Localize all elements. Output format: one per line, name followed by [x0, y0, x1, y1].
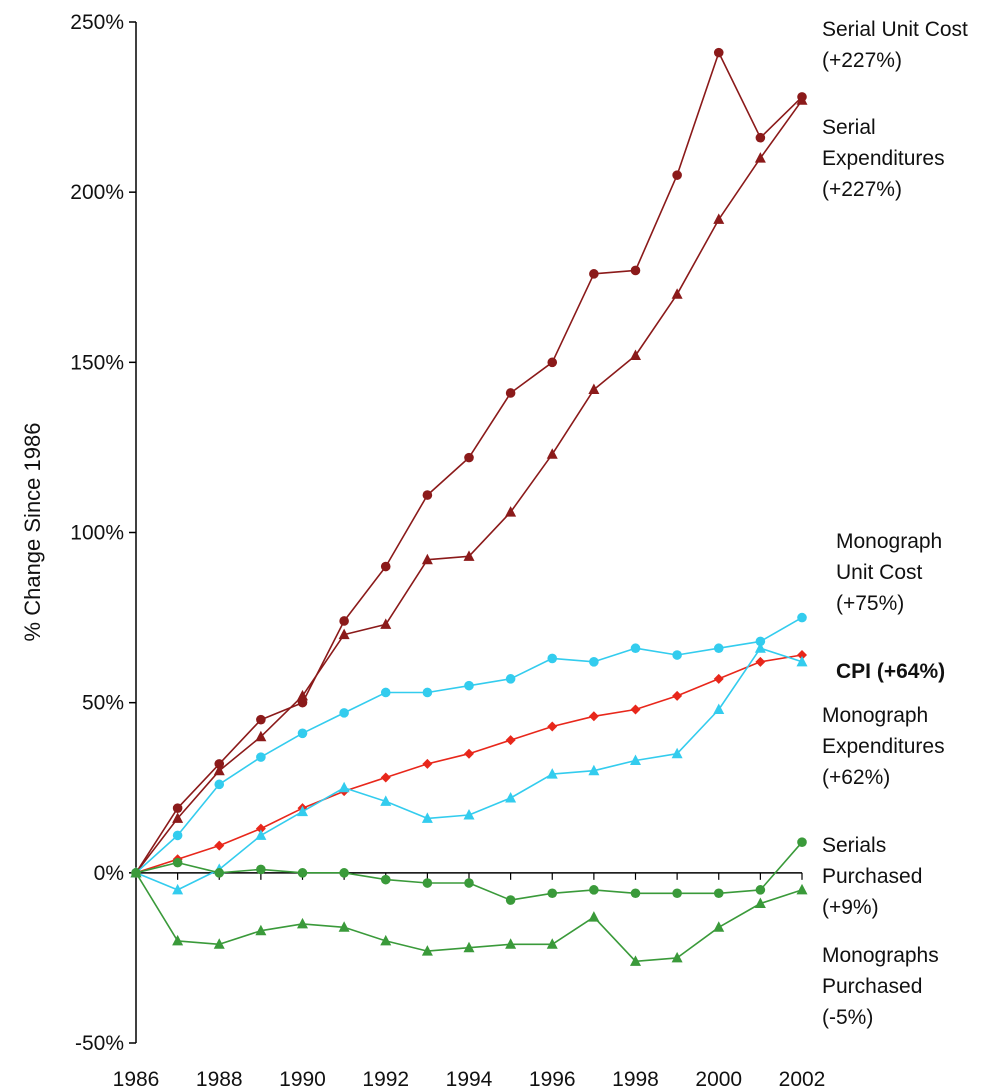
data-point-monograph_expenditures [505, 792, 516, 803]
data-point-monograph_unit_cost [173, 831, 183, 841]
data-point-serial_unit_cost [714, 48, 724, 58]
y-tick-label: 200% [70, 181, 124, 204]
data-point-serials_purchased [464, 878, 474, 888]
data-point-monograph_unit_cost [797, 613, 807, 623]
x-tick-label: 1994 [446, 1068, 493, 1091]
data-point-cpi [381, 773, 391, 783]
y-axis-title: % Change Since 1986 [20, 423, 45, 642]
data-point-serial_unit_cost [256, 715, 266, 725]
series-layer [131, 48, 808, 966]
data-point-monograph_unit_cost [506, 674, 516, 684]
data-point-serials_purchased [256, 865, 266, 875]
data-point-monograph_unit_cost [423, 688, 433, 698]
x-tick-label: 1988 [196, 1068, 243, 1091]
series-label-monograph_unit_cost: Monograph Unit Cost (+75%) [836, 530, 942, 615]
data-point-serial_unit_cost [506, 388, 516, 398]
data-point-serial_unit_cost [339, 616, 349, 626]
data-point-serials_purchased [339, 868, 349, 878]
data-point-cpi [506, 735, 516, 745]
data-point-serials_purchased [298, 868, 308, 878]
data-point-cpi [464, 749, 474, 759]
data-point-serial_unit_cost [589, 269, 599, 279]
data-point-monographs_purchased [588, 911, 599, 922]
series-monograph_expenditures [131, 642, 808, 894]
y-tick-label: 150% [70, 351, 124, 374]
series-serial_expenditures [131, 94, 808, 877]
series-monograph_unit_cost [131, 613, 807, 878]
data-point-serials_purchased [547, 888, 557, 898]
data-point-serials_purchased [797, 837, 807, 847]
series-serials_purchased [131, 837, 807, 904]
y-tick-label: 250% [70, 11, 124, 34]
data-point-cpi [755, 657, 765, 667]
data-point-cpi [631, 704, 641, 714]
data-point-serials_purchased [214, 868, 224, 878]
data-point-monograph_unit_cost [547, 654, 557, 664]
data-point-serials_purchased [589, 885, 599, 895]
data-point-monograph_unit_cost [464, 681, 474, 691]
data-point-monograph_unit_cost [256, 752, 266, 762]
data-point-serials_purchased [173, 858, 183, 868]
y-tick-label: -50% [75, 1032, 124, 1055]
data-point-serials_purchased [381, 875, 391, 885]
data-point-monograph_expenditures [339, 782, 350, 793]
data-point-monograph_unit_cost [298, 728, 308, 738]
data-point-cpi [214, 841, 224, 851]
series-label-monograph_expenditures: Monograph Expenditures (+62%) [822, 704, 945, 789]
data-point-monographs_purchased [672, 952, 683, 963]
series-line-serials_purchased [136, 842, 802, 900]
data-point-serial_unit_cost [547, 358, 557, 368]
data-point-serial_unit_cost [173, 803, 183, 813]
data-point-serial_expenditures [588, 384, 599, 395]
data-point-serials_purchased [631, 888, 641, 898]
data-point-serials_purchased [672, 888, 682, 898]
series-labels: Serial Unit Cost (+227%) Serial Expenditure… [822, 18, 968, 1029]
x-tick-label: 2000 [695, 1068, 742, 1091]
series-label-serial_expenditures: Serial Expenditures (+227%) [822, 116, 945, 201]
data-point-serial_unit_cost [631, 266, 641, 276]
data-point-monographs_purchased [713, 921, 724, 932]
data-point-monograph_unit_cost [214, 780, 224, 790]
data-point-monograph_unit_cost [339, 708, 349, 718]
data-point-monograph_unit_cost [672, 650, 682, 660]
data-point-monograph_unit_cost [714, 643, 724, 653]
data-point-monograph_unit_cost [381, 688, 391, 698]
data-point-serial_unit_cost [756, 133, 766, 143]
axes: -50% 0% 50% 100% 150% 200% 250% 1986 1988 1990 199… [20, 11, 825, 1091]
x-tick-label: 1992 [362, 1068, 409, 1091]
data-point-cpi [589, 711, 599, 721]
data-point-serials_purchased [714, 888, 724, 898]
series-label-serial_unit_cost: Serial Unit Cost (+227%) [822, 18, 968, 72]
y-tick-label: 0% [94, 862, 124, 885]
x-tick-label: 1990 [279, 1068, 326, 1091]
data-point-cpi [714, 674, 724, 684]
data-point-cpi [422, 759, 432, 769]
data-point-cpi [547, 721, 557, 731]
x-tick-label: 1996 [529, 1068, 576, 1091]
data-point-serials_purchased [756, 885, 766, 895]
x-tick-label: 2002 [779, 1068, 826, 1091]
series-label-monographs_purchased: Monographs Purchased (-5%) [822, 944, 939, 1029]
data-point-serial_unit_cost [672, 170, 682, 180]
data-point-serial_expenditures [547, 448, 558, 459]
data-point-serial_unit_cost [423, 490, 433, 500]
data-point-monographs_purchased [797, 884, 808, 895]
y-tick-label: 100% [70, 522, 124, 545]
x-tick-label: 1998 [612, 1068, 659, 1091]
data-point-monograph_unit_cost [589, 657, 599, 667]
data-point-monographs_purchased [297, 918, 308, 929]
data-point-serials_purchased [423, 878, 433, 888]
x-tick-label: 1986 [113, 1068, 160, 1091]
data-point-serial_expenditures [672, 288, 683, 299]
data-point-cpi [672, 691, 682, 701]
data-point-serial_unit_cost [381, 562, 391, 572]
data-point-serial_unit_cost [464, 453, 474, 463]
series-label-cpi: CPI (+64%) [836, 660, 945, 683]
data-point-serials_purchased [506, 895, 516, 905]
data-point-monographs_purchased [172, 935, 183, 946]
series-label-serials_purchased: Serials Purchased (+9%) [822, 834, 922, 919]
y-tick-label: 50% [82, 692, 124, 715]
data-point-monograph_unit_cost [631, 643, 641, 653]
